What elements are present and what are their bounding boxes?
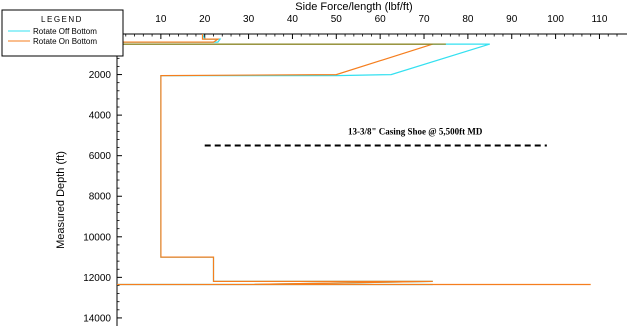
legend: LEGEND Rotate Off Bottom Rotate On Botto…: [1, 9, 124, 57]
x-tick-label: 20: [199, 14, 211, 25]
casing-shoe-label: 13-3/8" Casing Shoe @ 5,500ft MD: [348, 127, 483, 137]
y-axis-title: Measured Depth (ft): [55, 151, 67, 249]
x-tick-label: 60: [375, 14, 387, 25]
series-line-rotate-on-bottom: [116, 34, 591, 286]
x-tick-label: 80: [462, 14, 474, 25]
y-tick-label: 14000: [83, 313, 111, 324]
axes: 10 20 30 40 50 60 70 80 90 100 110 2000 4000 6000 8000…: [83, 14, 627, 326]
x-tick-label: 40: [287, 14, 299, 25]
x-tick-label: 110: [591, 14, 607, 25]
x-tick-label: 10: [155, 14, 167, 25]
y-tick-label: 10000: [83, 232, 111, 243]
x-tick-label: 70: [418, 14, 430, 25]
x-tick-label: 30: [243, 14, 255, 25]
y-tick-label: 12000: [83, 273, 111, 284]
series-line-rotate-off-bottom: [116, 33, 490, 286]
y-tick-label: 4000: [89, 111, 112, 122]
series-layer: [116, 33, 591, 286]
x-tick-label: 100: [547, 14, 564, 25]
x-tick-label: 50: [331, 14, 343, 25]
annotation-layer: 13-3/8" Casing Shoe @ 5,500ft MD: [204, 127, 547, 147]
legend-label-rotate-off-bottom: Rotate Off Bottom: [33, 27, 97, 36]
y-tick-label: 8000: [89, 192, 112, 203]
legend-label-rotate-on-bottom: Rotate On Bottom: [33, 37, 97, 46]
legend-box: [1, 9, 124, 57]
y-tick-label: 6000: [89, 151, 112, 162]
legend-title: LEGEND: [41, 15, 83, 24]
x-axis-title: Side Force/length (lbf/ft): [295, 1, 412, 13]
y-tick-label: 2000: [89, 70, 112, 81]
x-tick-label: 90: [506, 14, 518, 25]
